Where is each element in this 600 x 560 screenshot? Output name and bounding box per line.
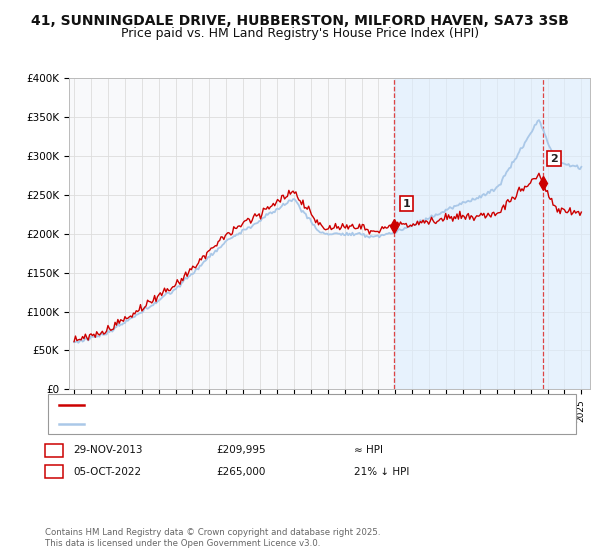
Text: HPI: Average price, detached house, Pembrokeshire: HPI: Average price, detached house, Pemb…: [89, 419, 342, 429]
Bar: [394, 78, 590, 389]
Text: 29-NOV-2013: 29-NOV-2013: [73, 445, 143, 455]
Text: 2: 2: [50, 466, 58, 477]
Text: 21% ↓ HPI: 21% ↓ HPI: [354, 466, 409, 477]
Text: £209,995: £209,995: [216, 445, 266, 455]
Text: 41, SUNNINGDALE DRIVE, HUBBERSTON, MILFORD HAVEN, SA73 3SB: 41, SUNNINGDALE DRIVE, HUBBERSTON, MILFO…: [31, 14, 569, 28]
Text: £265,000: £265,000: [216, 466, 265, 477]
Text: Price paid vs. HM Land Registry's House Price Index (HPI): Price paid vs. HM Land Registry's House …: [121, 27, 479, 40]
Text: 2: 2: [550, 153, 558, 164]
Text: Contains HM Land Registry data © Crown copyright and database right 2025.
This d: Contains HM Land Registry data © Crown c…: [45, 528, 380, 548]
Text: 1: 1: [50, 445, 58, 455]
Text: 1: 1: [402, 199, 410, 209]
Text: 41, SUNNINGDALE DRIVE, HUBBERSTON, MILFORD HAVEN, SA73 3SB (detached house): 41, SUNNINGDALE DRIVE, HUBBERSTON, MILFO…: [89, 400, 517, 410]
Text: 05-OCT-2022: 05-OCT-2022: [73, 466, 142, 477]
Text: ≈ HPI: ≈ HPI: [354, 445, 383, 455]
